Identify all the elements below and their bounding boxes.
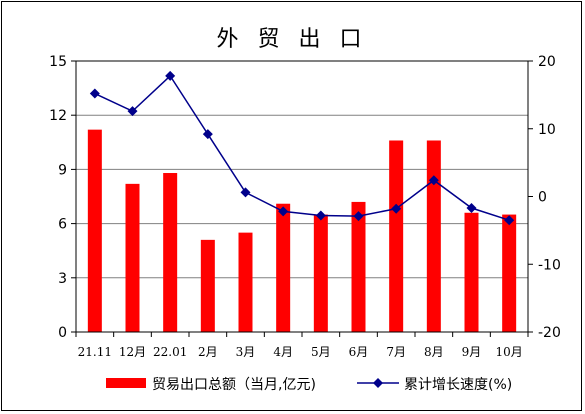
growth-line <box>94 74 510 221</box>
bar <box>313 214 328 332</box>
line-point <box>353 211 364 222</box>
line-point <box>240 187 251 198</box>
bar <box>200 239 215 332</box>
x-tick-label: 5月 <box>311 345 331 359</box>
line-point <box>504 215 515 226</box>
line-point <box>202 129 213 140</box>
x-tick-label: 6月 <box>349 345 369 359</box>
line-point <box>391 203 402 214</box>
gridlines <box>76 60 528 333</box>
x-tick-label: 3月 <box>236 345 256 359</box>
legend-line-label: 累计增长速度(%) <box>404 377 512 393</box>
y-right-tick-label: -10 <box>538 257 561 273</box>
bar <box>238 232 253 332</box>
line-series <box>89 70 515 226</box>
bar <box>351 201 366 332</box>
plot-border <box>75 60 529 333</box>
bar <box>276 203 291 332</box>
x-tick-label: 10月 <box>496 345 523 359</box>
x-tick-label: 12月 <box>119 345 146 359</box>
y-left-tick-label: 12 <box>49 108 67 124</box>
y-right-tick-label: 10 <box>538 122 556 138</box>
bar-series <box>87 129 517 332</box>
legend-bar-label: 贸易出口总额（当月,亿元) <box>152 377 316 393</box>
y-left-tick-label: 3 <box>58 271 67 287</box>
line-point <box>466 203 477 214</box>
line-point <box>428 175 439 186</box>
y-right-tick-label: 20 <box>538 54 556 70</box>
x-tick-label: 4月 <box>273 345 293 359</box>
line-point <box>315 210 326 221</box>
bar <box>87 129 102 332</box>
chart-title: 外 贸 出 口 <box>217 27 368 52</box>
bar <box>125 183 140 332</box>
x-tick-label: 21.11 <box>78 345 112 359</box>
bar <box>464 212 479 332</box>
bar <box>426 140 441 332</box>
y-left-tick-label: 15 <box>49 54 67 70</box>
y-left-tick-label: 9 <box>58 162 67 178</box>
line-point <box>278 206 289 217</box>
line-point <box>127 106 138 117</box>
bar <box>163 173 178 332</box>
line-point <box>165 70 176 81</box>
legend: 贸易出口总额（当月,亿元) 累计增长速度(%) <box>106 377 512 393</box>
y-right-tick-label: 0 <box>538 190 547 206</box>
y-left-tick-label: 6 <box>58 217 67 233</box>
bar <box>389 140 404 332</box>
line-point <box>89 88 100 99</box>
x-tick-label: 8月 <box>424 345 444 359</box>
x-tick-label: 22.01 <box>153 345 187 359</box>
legend-bar-swatch <box>106 378 146 388</box>
legend-line-marker <box>373 378 383 388</box>
axes: 0 3 6 9 12 15 -20 -10 0 10 20 21.11 12月 22.01 2月 3月 4月 5月… <box>49 54 561 359</box>
x-tick-label: 2月 <box>198 345 218 359</box>
x-tick-label: 9月 <box>462 345 482 359</box>
bar <box>502 214 517 332</box>
x-tick-label: 7月 <box>386 345 406 359</box>
y-left-tick-label: 0 <box>58 325 67 341</box>
y-right-tick-label: -20 <box>538 325 561 341</box>
